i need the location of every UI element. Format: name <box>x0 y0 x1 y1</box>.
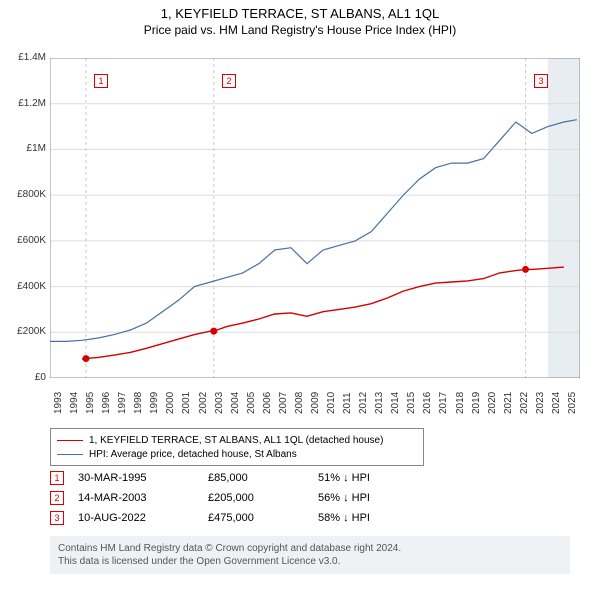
x-tick-label: 2012 <box>358 392 369 414</box>
x-tick-label: 1996 <box>101 392 112 414</box>
x-tick-label: 2009 <box>310 392 321 414</box>
transactions-table: 1 30-MAR-1995£85,00051% ↓ HPI 2 14-MAR-2003… <box>50 468 438 528</box>
chart-marker-box: 2 <box>222 74 236 88</box>
chart-subtitle: Price paid vs. HM Land Registry's House … <box>0 23 600 37</box>
y-tick-label: £1M <box>2 143 46 154</box>
x-tick-label: 1993 <box>53 392 64 414</box>
y-tick-label: £400K <box>2 281 46 292</box>
transaction-pct: 58% ↓ HPI <box>318 512 438 524</box>
x-tick-label: 2008 <box>294 392 305 414</box>
x-tick-label: 2021 <box>503 392 514 414</box>
legend: 1, KEYFIELD TERRACE, ST ALBANS, AL1 1QL … <box>50 428 424 466</box>
x-tick-label: 2002 <box>198 392 209 414</box>
x-tick-label: 2018 <box>455 392 466 414</box>
x-tick-label: 2014 <box>390 392 401 414</box>
x-tick-label: 2016 <box>422 392 433 414</box>
y-tick-label: £200K <box>2 326 46 337</box>
footer: Contains HM Land Registry data © Crown c… <box>50 536 570 574</box>
x-tick-label: 2007 <box>278 392 289 414</box>
x-tick-label: 2006 <box>262 392 273 414</box>
legend-label: HPI: Average price, detached house, St A… <box>89 449 297 460</box>
x-tick-label: 1997 <box>117 392 128 414</box>
transaction-date: 10-AUG-2022 <box>78 512 208 524</box>
x-tick-label: 2001 <box>181 392 192 414</box>
transaction-price: £475,000 <box>208 512 318 524</box>
x-tick-label: 2024 <box>551 392 562 414</box>
x-tick-label: 2015 <box>406 392 417 414</box>
chart-marker-box: 3 <box>534 74 548 88</box>
transaction-price: £205,000 <box>208 492 318 504</box>
x-tick-label: 2000 <box>165 392 176 414</box>
x-tick-label: 2022 <box>519 392 530 414</box>
legend-label: 1, KEYFIELD TERRACE, ST ALBANS, AL1 1QL … <box>89 435 383 446</box>
x-tick-label: 2004 <box>230 392 241 414</box>
y-tick-label: £800K <box>2 189 46 200</box>
transaction-row: 3 10-AUG-2022£475,00058% ↓ HPI <box>50 508 438 528</box>
chart-marker-box: 1 <box>94 74 108 88</box>
footer-line-2: This data is licensed under the Open Gov… <box>58 555 562 568</box>
chart-container: 1, KEYFIELD TERRACE, ST ALBANS, AL1 1QL … <box>0 6 600 596</box>
footer-line-1: Contains HM Land Registry data © Crown c… <box>58 542 562 555</box>
x-tick-label: 2011 <box>342 392 353 414</box>
x-tick-label: 2020 <box>487 392 498 414</box>
transaction-pct: 51% ↓ HPI <box>318 472 438 484</box>
chart-title: 1, KEYFIELD TERRACE, ST ALBANS, AL1 1QL <box>0 6 600 21</box>
x-tick-label: 2005 <box>246 392 257 414</box>
transaction-marker: 1 <box>50 471 64 485</box>
transaction-marker: 2 <box>50 491 64 505</box>
x-tick-label: 2023 <box>535 392 546 414</box>
x-tick-label: 1994 <box>69 392 80 414</box>
x-tick-label: 1998 <box>133 392 144 414</box>
chart-area: £0£200K£400K£600K£800K£1M£1.2M£1.4M 1993… <box>50 58 580 378</box>
transaction-price: £85,000 <box>208 472 318 484</box>
x-tick-label: 2010 <box>326 392 337 414</box>
x-tick-label: 1999 <box>149 392 160 414</box>
legend-item: HPI: Average price, detached house, St A… <box>57 447 417 461</box>
y-tick-label: £600K <box>2 235 46 246</box>
x-tick-label: 2013 <box>374 392 385 414</box>
chart-svg <box>50 58 580 378</box>
y-tick-label: £1.4M <box>2 52 46 63</box>
x-tick-label: 2025 <box>567 392 578 414</box>
transaction-marker: 3 <box>50 511 64 525</box>
transaction-row: 1 30-MAR-1995£85,00051% ↓ HPI <box>50 468 438 488</box>
transaction-row: 2 14-MAR-2003£205,00056% ↓ HPI <box>50 488 438 508</box>
x-tick-label: 1995 <box>85 392 96 414</box>
legend-swatch <box>57 454 83 455</box>
x-tick-label: 2017 <box>438 392 449 414</box>
y-tick-label: £1.2M <box>2 98 46 109</box>
legend-swatch <box>57 440 83 441</box>
y-tick-label: £0 <box>2 372 46 383</box>
transaction-date: 14-MAR-2003 <box>78 492 208 504</box>
transaction-date: 30-MAR-1995 <box>78 472 208 484</box>
legend-item: 1, KEYFIELD TERRACE, ST ALBANS, AL1 1QL … <box>57 433 417 447</box>
transaction-pct: 56% ↓ HPI <box>318 492 438 504</box>
x-tick-label: 2019 <box>471 392 482 414</box>
x-tick-label: 2003 <box>214 392 225 414</box>
